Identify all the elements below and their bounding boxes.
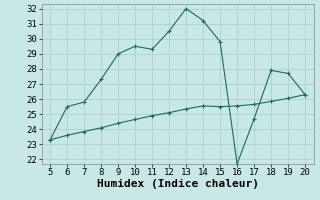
X-axis label: Humidex (Indice chaleur): Humidex (Indice chaleur) (97, 179, 259, 189)
